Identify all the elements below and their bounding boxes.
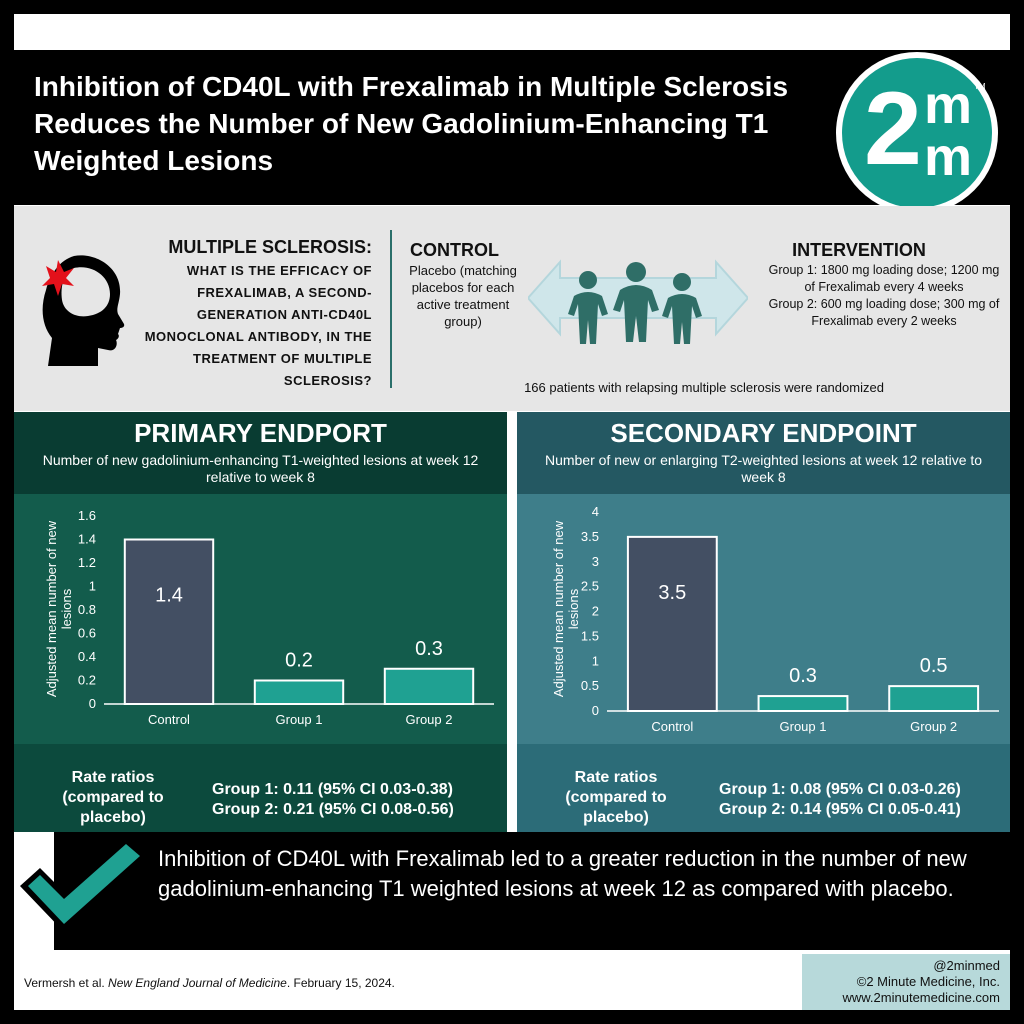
primary-rr-group-1: Group 1: 0.11 (95% CI 0.03-0.38) [212, 781, 453, 798]
primary-y-tick-7: 1.4 [78, 532, 96, 547]
primary-x-tick-0: Control [148, 712, 190, 727]
secondary-data-label-2: 0.5 [920, 655, 948, 677]
secondary-chart: 0 0.5 1 1.5 2 2.5 3 3.5 4 3.5 Control 0.3 Group 1 0.5… [581, 504, 999, 734]
secondary-rr-group-1: Group 1: 0.08 (95% CI 0.03-0.26) [719, 781, 961, 798]
primary-data-label-0: 1.4 [155, 585, 183, 607]
secondary-bar-1 [757, 695, 849, 712]
secondary-bar-2 [888, 685, 980, 712]
website-link[interactable]: www.2minutemedicine.com [842, 990, 1000, 1005]
primary-y-tick-8: 1.6 [78, 508, 96, 523]
primary-endpoint-panel: PRIMARY ENDPORT Number of new gadolinium… [14, 412, 507, 832]
secondary-endpoint-panel: SECONDARY ENDPOINT Number of new or enla… [517, 412, 1010, 832]
logo-circle: 2 m m TM [842, 58, 992, 208]
checkmark-icon [20, 836, 148, 932]
randomized-text: 166 patients with relapsing multiple scl… [524, 380, 884, 395]
copyright: ©2 Minute Medicine, Inc. [856, 974, 1000, 989]
primary-bar-0 [123, 538, 215, 705]
primary-chart: 0 0.2 0.4 0.6 0.8 1 1.2 1.4 1.6 1.4 Control 0.2 Grou… [78, 508, 494, 727]
secondary-y-tick-5: 2.5 [581, 579, 599, 594]
secondary-x-tick-2: Group 2 [910, 719, 957, 734]
overview-section: MULTIPLE SCLEROSIS: WHAT IS THE EFFICACY… [14, 206, 1010, 411]
primary-y-tick-0: 0 [89, 696, 96, 711]
logo: 2 m m TM [836, 52, 998, 214]
primary-y-axis-label: Adjusted mean number of new lesions [44, 520, 74, 698]
secondary-y-axis-label: Adjusted mean number of new lesions [551, 520, 581, 698]
conclusion-band: Inhibition of CD40L with Frexalimab led … [54, 832, 1010, 950]
logo-m-top: m [924, 75, 973, 135]
infographic-frame: Inhibition of CD40L with Frexalimab in M… [14, 14, 1010, 1010]
logo-two: 2 [864, 71, 922, 187]
secondary-y-tick-0: 0 [592, 703, 599, 718]
credit-box: @2minmed ©2 Minute Medicine, Inc. www.2m… [802, 954, 1010, 1010]
primary-y-tick-2: 0.4 [78, 649, 96, 664]
secondary-rate-ratio-label: Rate ratios (compared to placebo) [565, 769, 667, 826]
secondary-data-label-1: 0.3 [789, 665, 817, 687]
primary-header: PRIMARY ENDPORT Number of new gadolinium… [14, 412, 507, 494]
control-text: Placebo (matching placebos for each acti… [409, 263, 517, 329]
secondary-data-label-0: 3.5 [658, 582, 686, 604]
control-title: CONTROL [410, 240, 499, 260]
logo-m-bottom: m [924, 127, 973, 187]
ms-heading: MULTIPLE SCLEROSIS: [168, 237, 372, 257]
secondary-y-tick-1: 0.5 [581, 678, 599, 693]
citation: Vermersh et al. New England Journal of M… [24, 976, 395, 990]
secondary-subtitle: Number of new or enlarging T2-weighted l… [544, 452, 983, 485]
panel-gap [507, 412, 517, 832]
citation-journal: New England Journal of Medicine [108, 976, 287, 990]
secondary-y-tick-4: 2 [592, 604, 599, 619]
secondary-header: SECONDARY ENDPOINT Number of new or enla… [517, 412, 1010, 494]
primary-rate-ratio-values: Group 1: 0.11 (95% CI 0.03-0.38) Group 2… [212, 780, 454, 820]
people-arrow-icon [528, 259, 748, 344]
secondary-y-tick-8: 4 [592, 504, 599, 519]
ms-question: MULTIPLE SCLEROSIS: WHAT IS THE EFFICACY… [132, 236, 372, 392]
primary-title: PRIMARY ENDPORT [134, 418, 387, 448]
head-lightning-icon [42, 255, 125, 366]
citation-date: . February 15, 2024. [286, 976, 395, 990]
intervention-text: Group 1: 1800 mg loading dose; 1200 mg o… [766, 262, 1002, 330]
citation-authors: Vermersh et al. [24, 976, 105, 990]
primary-bar-2 [383, 667, 475, 705]
intervention-group-2: Group 2: 600 mg loading dose; 300 mg of … [768, 297, 1000, 328]
secondary-chart-area: 0 0.5 1 1.5 2 2.5 3 3.5 4 3.5 Control 0.3 Group 1 0.5… [517, 494, 1010, 744]
primary-y-tick-6: 1.2 [78, 555, 96, 570]
secondary-title: SECONDARY ENDPOINT [610, 418, 917, 448]
secondary-y-tick-3: 1.5 [581, 628, 599, 643]
twitter-handle: @2minmed [933, 958, 1000, 973]
secondary-rr-group-2: Group 2: 0.14 (95% CI 0.05-0.41) [719, 801, 961, 818]
header: Inhibition of CD40L with Frexalimab in M… [14, 50, 1010, 214]
primary-y-tick-5: 1 [89, 579, 96, 594]
secondary-y-tick-7: 3.5 [581, 529, 599, 544]
primary-data-label-2: 0.3 [415, 638, 443, 660]
logo-tm: TM [974, 82, 986, 91]
intervention-title: INTERVENTION [792, 240, 926, 260]
secondary-bar-0 [626, 535, 718, 712]
primary-chart-area: 0 0.2 0.4 0.6 0.8 1 1.2 1.4 1.6 1.4 Control 0.2 Grou… [14, 494, 507, 744]
primary-data-label-1: 0.2 [285, 650, 313, 672]
primary-y-tick-3: 0.6 [78, 626, 96, 641]
intervention-group-1: Group 1: 1800 mg loading dose; 1200 mg o… [768, 263, 1000, 294]
secondary-y-tick-6: 3 [592, 554, 599, 569]
secondary-x-tick-0: Control [651, 719, 693, 734]
overview-divider [390, 230, 392, 388]
page-title: Inhibition of CD40L with Frexalimab in M… [34, 71, 789, 176]
primary-y-tick-1: 0.2 [78, 673, 96, 688]
primary-subtitle: Number of new gadolinium-enhancing T1-we… [42, 452, 479, 485]
secondary-rate-ratio-values: Group 1: 0.08 (95% CI 0.03-0.26) Group 2… [719, 780, 961, 820]
conclusion-text: Inhibition of CD40L with Frexalimab led … [158, 846, 967, 901]
primary-y-tick-4: 0.8 [78, 602, 96, 617]
secondary-y-tick-2: 1 [592, 653, 599, 668]
primary-x-tick-1: Group 1 [276, 712, 323, 727]
primary-rate-ratio-label: Rate ratios (compared to placebo) [62, 769, 164, 826]
primary-bar-1 [253, 679, 345, 705]
primary-rr-group-2: Group 2: 0.21 (95% CI 0.08-0.56) [212, 801, 454, 818]
primary-x-tick-2: Group 2 [406, 712, 453, 727]
secondary-x-tick-1: Group 1 [780, 719, 827, 734]
ms-question-text: WHAT IS THE EFFICACY OF FREXALIMAB, A SE… [144, 263, 372, 388]
credit: @2minmed ©2 Minute Medicine, Inc. www.2m… [842, 958, 1000, 1006]
